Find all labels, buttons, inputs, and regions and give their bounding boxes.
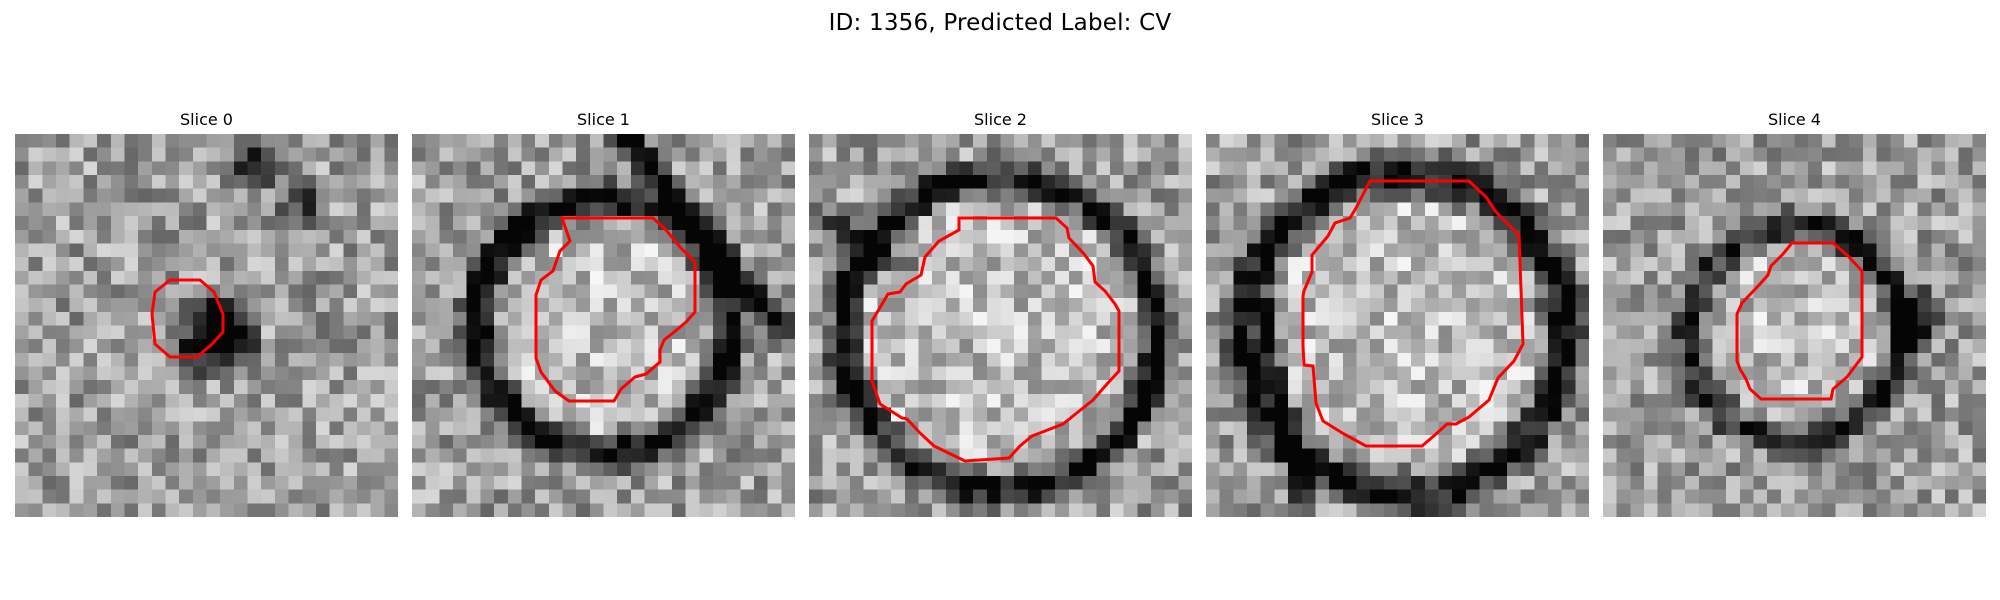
slice-title: Slice 0 — [180, 110, 233, 129]
slice-title: Slice 2 — [974, 110, 1027, 129]
segmentation-contour-overlay — [1301, 179, 1525, 448]
slice-title: Slice 3 — [1371, 110, 1424, 129]
slice-title: Slice 1 — [577, 110, 630, 129]
grayscale-micrograph — [412, 134, 795, 517]
slice-image — [1603, 134, 1986, 517]
segmentation-contour-overlay — [150, 278, 225, 359]
slice-image — [15, 134, 398, 517]
segmentation-contour-overlay — [1735, 241, 1864, 401]
contour-outline — [1735, 241, 1864, 401]
slice-image — [412, 134, 795, 517]
contour-outline — [870, 216, 1121, 463]
slice-image — [1206, 134, 1589, 517]
contour-outline — [1301, 179, 1525, 448]
grayscale-micrograph — [1206, 134, 1589, 517]
contour-outline — [534, 216, 697, 403]
grayscale-micrograph — [15, 134, 398, 517]
segmentation-contour-overlay — [870, 216, 1121, 463]
contour-outline — [150, 278, 225, 359]
slice-panel-3: Slice 3 — [1206, 108, 1589, 517]
slice-panel-2: Slice 2 — [809, 108, 1192, 517]
slice-panel-4: Slice 4 — [1603, 108, 1986, 517]
segmentation-contour-overlay — [534, 216, 697, 403]
grayscale-micrograph — [1603, 134, 1986, 517]
slice-panel-1: Slice 1 — [412, 108, 795, 517]
slice-panel-0: Slice 0 — [15, 108, 398, 517]
figure-title: ID: 1356, Predicted Label: CV — [828, 10, 1172, 36]
slice-image — [809, 134, 1192, 517]
slice-title: Slice 4 — [1768, 110, 1821, 129]
